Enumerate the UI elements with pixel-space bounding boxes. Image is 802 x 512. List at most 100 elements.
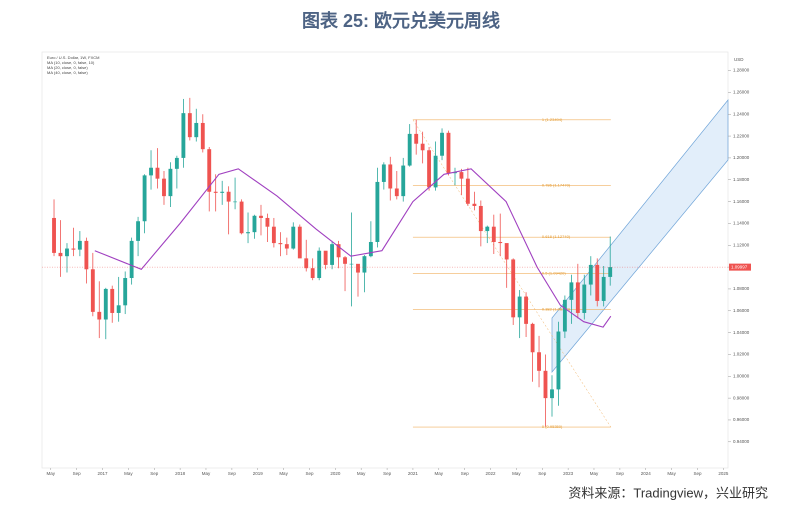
y-tick-label: 1.02000 bbox=[733, 352, 750, 357]
candle-body bbox=[149, 167, 153, 176]
fib-label: 0.5 (1.09420) bbox=[542, 270, 566, 275]
moving-average-line bbox=[94, 168, 612, 328]
candle-body bbox=[271, 226, 276, 244]
candle-body bbox=[103, 288, 108, 320]
x-tick-label: 2020 bbox=[330, 471, 341, 476]
candle-body bbox=[556, 331, 561, 390]
candle-body bbox=[388, 164, 393, 189]
candle-body bbox=[498, 241, 503, 244]
candle-body bbox=[375, 181, 380, 242]
candle-body bbox=[343, 257, 347, 264]
legend-entry: MA (10, close, 0, false, 10) bbox=[47, 60, 95, 65]
price-channel bbox=[551, 99, 729, 373]
candle-body bbox=[433, 155, 438, 188]
x-tick-label: 2024 bbox=[641, 471, 652, 476]
candle-body bbox=[174, 157, 179, 169]
candle-body bbox=[220, 191, 225, 193]
fib-label: 1 (1.23494) bbox=[542, 117, 563, 122]
x-tick-label: May bbox=[357, 471, 366, 476]
x-tick-label: Sep bbox=[538, 471, 547, 476]
legend-entry: MA (20, close, 0, false) bbox=[47, 65, 88, 70]
candle-body bbox=[582, 284, 587, 313]
y-tick-label: 1.00000 bbox=[733, 373, 750, 378]
y-tick-label: 1.08000 bbox=[733, 286, 750, 291]
candle-body bbox=[336, 244, 341, 258]
y-tick-label: 1.26000 bbox=[733, 90, 750, 95]
x-tick-label: May bbox=[202, 471, 211, 476]
y-tick-label: 1.06000 bbox=[733, 308, 750, 313]
candle-body bbox=[168, 168, 173, 197]
candle-body bbox=[317, 250, 322, 279]
y-tick-label: 1.12000 bbox=[733, 242, 750, 247]
candle-body bbox=[349, 263, 354, 265]
candle-body bbox=[362, 256, 367, 273]
candle-body bbox=[123, 278, 128, 306]
y-tick-label: 1.04000 bbox=[733, 330, 750, 335]
candle-body bbox=[265, 217, 270, 227]
candle-body bbox=[213, 191, 218, 193]
candle-body bbox=[414, 133, 419, 144]
candle-body bbox=[155, 167, 160, 179]
candle-body bbox=[407, 133, 412, 166]
fib-label: 0.786 (1.17470) bbox=[542, 183, 571, 188]
candle-body bbox=[226, 191, 231, 202]
candle-body bbox=[446, 132, 451, 174]
candle-body bbox=[511, 259, 516, 318]
candle-body bbox=[401, 165, 406, 197]
candle-body bbox=[524, 296, 529, 324]
x-tick-label: Sep bbox=[383, 471, 392, 476]
candle-body bbox=[472, 203, 477, 206]
x-tick-label: 2018 bbox=[175, 471, 186, 476]
x-tick-label: May bbox=[435, 471, 444, 476]
y-tick-label: 1.20000 bbox=[733, 155, 750, 160]
candle-body bbox=[77, 240, 82, 250]
x-tick-label: May bbox=[512, 471, 521, 476]
candle-body bbox=[330, 244, 335, 265]
x-tick-label: 2025 bbox=[718, 471, 729, 476]
y-tick-label: 0.96000 bbox=[733, 417, 750, 422]
candle-body bbox=[394, 188, 399, 197]
y-tick-label: 1.16000 bbox=[733, 199, 750, 204]
x-tick-label: 2022 bbox=[486, 471, 497, 476]
x-tick-label: May bbox=[667, 471, 676, 476]
candle-body bbox=[517, 296, 522, 318]
x-tick-label: Sep bbox=[150, 471, 159, 476]
candle-body bbox=[595, 264, 600, 301]
y-tick-label: 1.18000 bbox=[733, 177, 750, 182]
candle-body bbox=[136, 221, 141, 241]
candle-body bbox=[187, 113, 192, 138]
candle-body bbox=[459, 172, 464, 179]
fib-label: 0.618 (1.12740) bbox=[542, 234, 571, 239]
candle-body bbox=[142, 175, 147, 222]
x-tick-label: Sep bbox=[693, 471, 702, 476]
candle-body bbox=[543, 370, 548, 399]
fib-label: 0.382 (1.06100) bbox=[542, 307, 571, 312]
candle-body bbox=[233, 201, 238, 203]
fib-label: 0 (0.95350) bbox=[542, 424, 563, 429]
candle-body bbox=[97, 311, 102, 320]
y-axis-label: USD bbox=[734, 57, 744, 62]
candle-body bbox=[284, 244, 289, 249]
candle-body bbox=[562, 299, 567, 332]
y-tick-label: 1.22000 bbox=[733, 133, 750, 138]
candle-body bbox=[588, 264, 593, 285]
x-tick-label: May bbox=[279, 471, 288, 476]
candle-body bbox=[90, 269, 95, 312]
candle-body bbox=[291, 226, 296, 249]
candle-body bbox=[181, 113, 186, 158]
legend-entry: MA (40, close, 0, false) bbox=[47, 70, 88, 75]
candle-body bbox=[297, 226, 302, 259]
candle-body bbox=[246, 232, 250, 234]
x-tick-label: May bbox=[47, 471, 56, 476]
candle-body bbox=[420, 143, 425, 151]
chart-title: 图表 25: 欧元兑美元周线 bbox=[302, 10, 500, 31]
last-price-box bbox=[729, 263, 751, 271]
x-tick-label: Sep bbox=[461, 471, 470, 476]
candle-body bbox=[129, 240, 134, 279]
x-tick-label: May bbox=[124, 471, 133, 476]
candle-body bbox=[550, 389, 554, 399]
y-tick-label: 0.98000 bbox=[733, 395, 750, 400]
